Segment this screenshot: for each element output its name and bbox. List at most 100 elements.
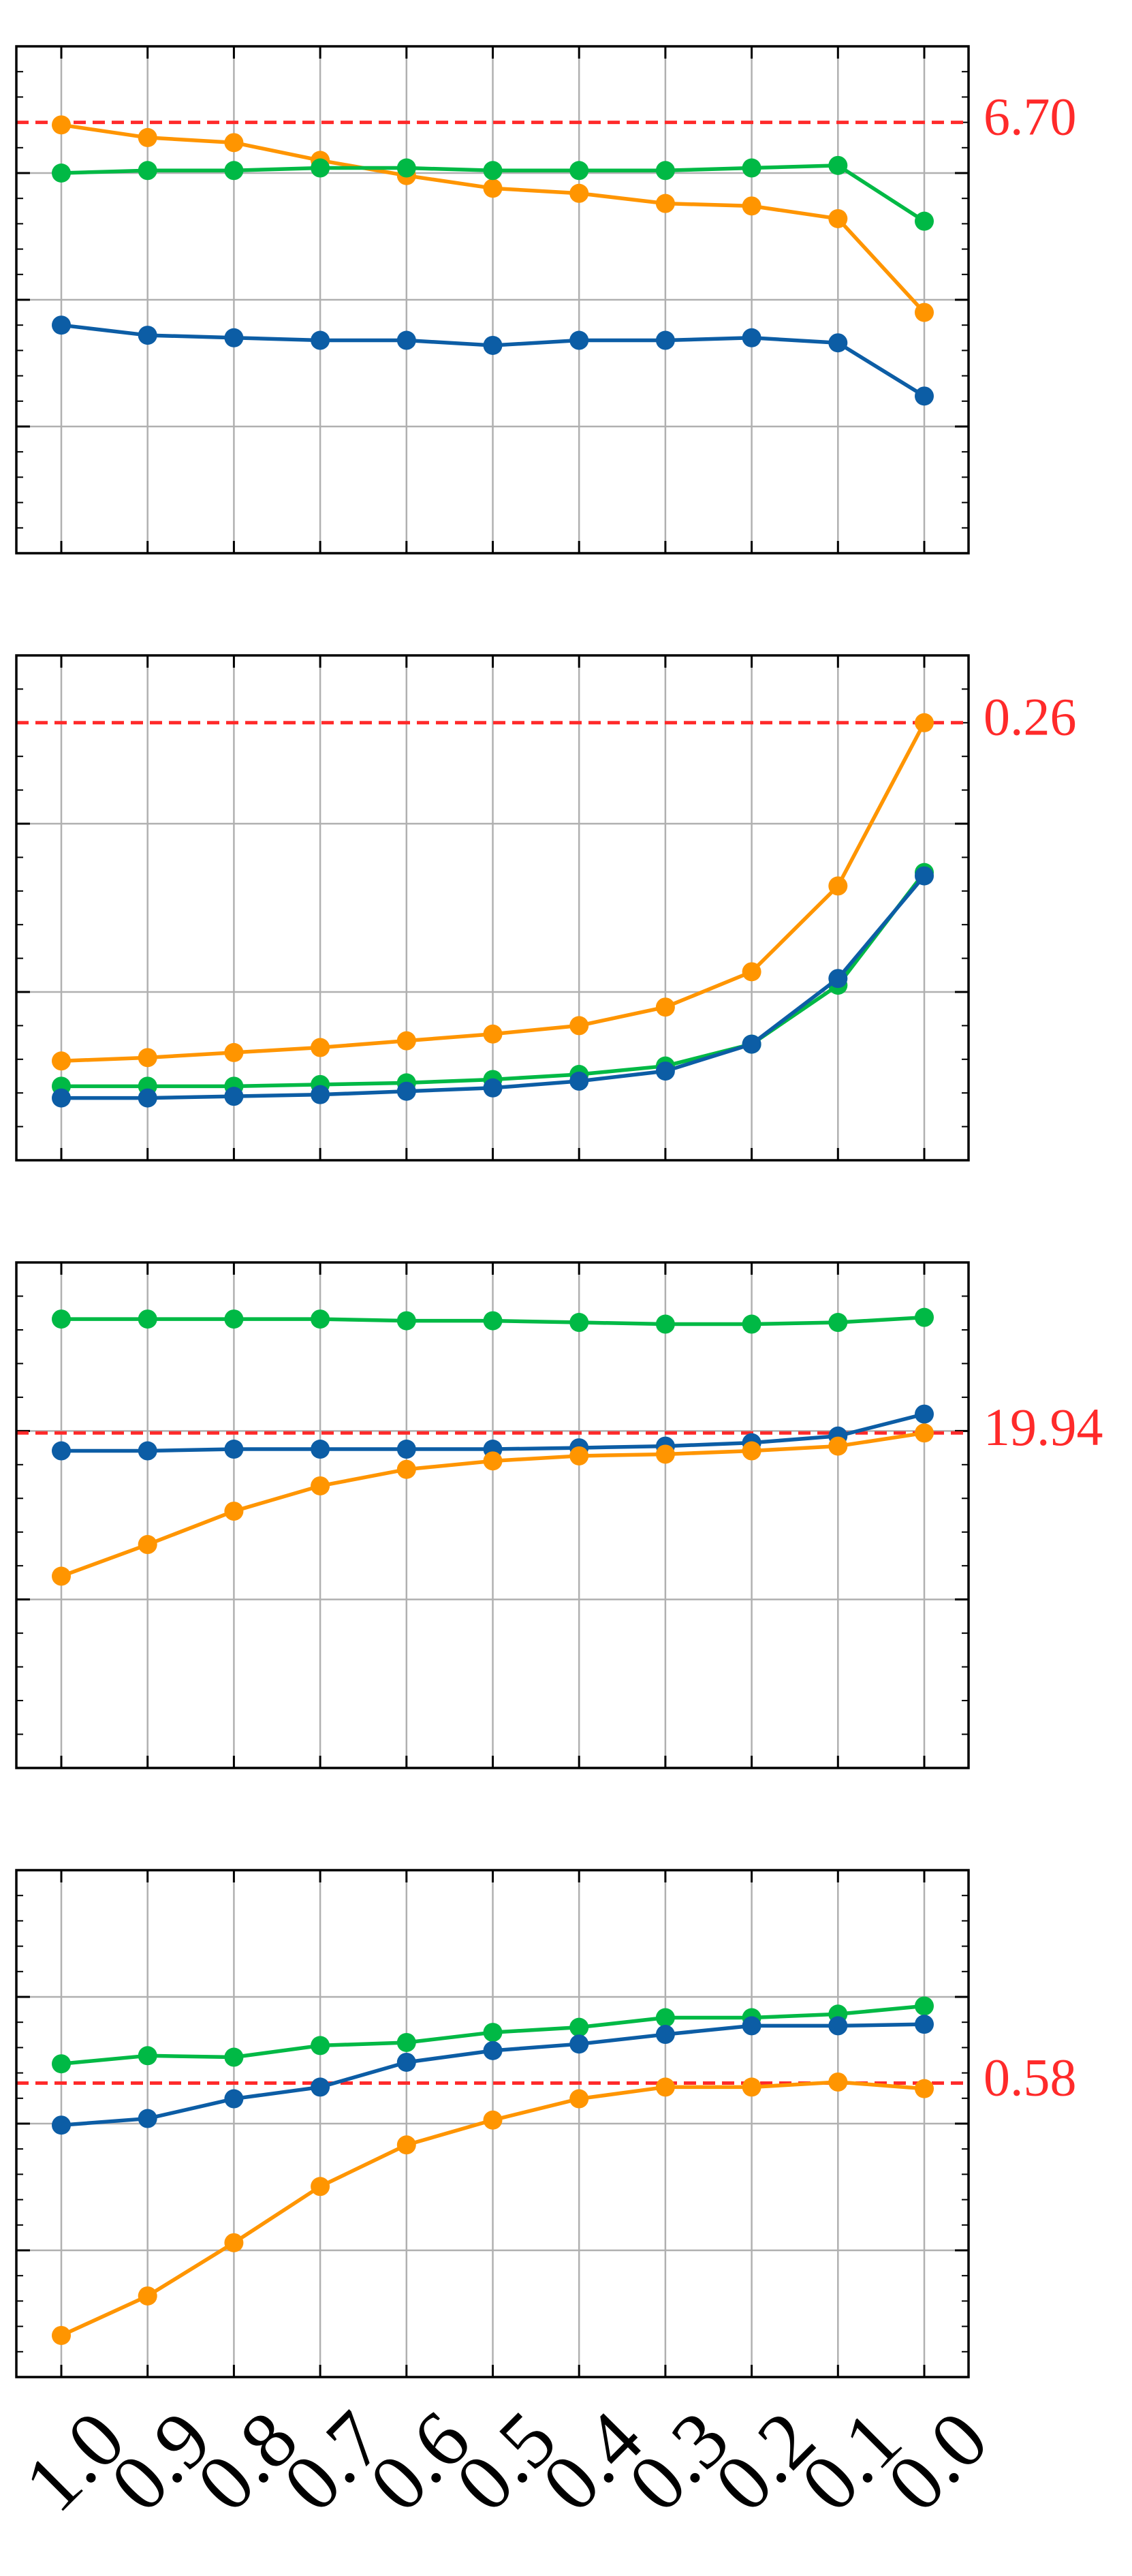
series-marker — [311, 330, 330, 350]
reference-label: 0.26 — [984, 687, 1077, 747]
subplot: 6.70 — [15, 45, 1077, 555]
series-marker — [655, 330, 675, 350]
series-marker — [915, 1404, 934, 1424]
series-marker — [569, 2034, 589, 2054]
series-marker — [742, 196, 761, 216]
series-marker — [655, 2025, 675, 2045]
series-marker — [569, 161, 589, 181]
series-marker — [915, 211, 934, 231]
series-marker — [396, 1311, 416, 1331]
series-marker — [742, 2077, 761, 2097]
series-marker — [138, 326, 157, 345]
series-marker — [52, 1566, 71, 1586]
series-marker — [311, 2077, 330, 2097]
series-marker — [224, 1309, 244, 1329]
reference-label: 19.94 — [984, 1397, 1103, 1457]
series-marker — [655, 997, 675, 1017]
series-marker — [483, 1024, 503, 1044]
series-marker — [311, 2036, 330, 2055]
series-marker — [396, 2032, 416, 2052]
series-marker — [52, 1051, 71, 1071]
axes-frame — [15, 45, 970, 555]
series-marker — [742, 962, 761, 982]
series-marker — [138, 161, 157, 181]
series-marker — [311, 1476, 330, 1495]
series-marker — [52, 2325, 71, 2345]
series-marker — [828, 208, 848, 228]
series-marker — [915, 1996, 934, 2016]
series-marker — [52, 1441, 71, 1461]
series-marker — [52, 164, 71, 183]
axes-frame — [15, 1261, 970, 1769]
series-marker — [52, 2054, 71, 2074]
series-marker — [655, 2077, 675, 2097]
series-marker — [915, 1307, 934, 1327]
subplot: 0.26 — [15, 654, 1077, 1162]
axes-frame — [15, 654, 970, 1162]
series-marker — [396, 330, 416, 350]
series-marker — [569, 1016, 589, 1036]
series-marker — [569, 2089, 589, 2109]
series-marker — [828, 2016, 848, 2036]
series-marker — [483, 1311, 503, 1331]
series-marker — [138, 1309, 157, 1329]
series-marker — [138, 1441, 157, 1461]
series-marker — [655, 193, 675, 213]
series-marker — [138, 1535, 157, 1555]
series-marker — [483, 161, 503, 181]
series-marker — [311, 1038, 330, 1057]
series-marker — [742, 1441, 761, 1461]
series-marker — [483, 179, 503, 198]
series-marker — [915, 302, 934, 322]
series-marker — [311, 1309, 330, 1329]
series-marker — [742, 2016, 761, 2036]
series-marker — [311, 2177, 330, 2197]
series-marker — [483, 335, 503, 355]
series-marker — [828, 1436, 848, 1456]
series-marker — [138, 1048, 157, 1068]
series-marker — [569, 1446, 589, 1465]
series-marker — [224, 133, 244, 153]
series-marker — [569, 183, 589, 203]
series-marker — [828, 876, 848, 896]
series-marker — [915, 1423, 934, 1443]
reference-label: 6.70 — [984, 87, 1077, 146]
series-marker — [138, 2109, 157, 2128]
series-marker — [396, 1459, 416, 1479]
series-marker — [396, 1031, 416, 1051]
series-marker — [742, 328, 761, 347]
series-marker — [828, 155, 848, 175]
subplot: 0.581.00.90.80.70.60.50.40.30.20.10.0 — [7, 1869, 1077, 2528]
series-marker — [742, 158, 761, 178]
series-marker — [52, 2115, 71, 2135]
series-marker — [396, 1440, 416, 1459]
series-marker — [396, 2052, 416, 2072]
series-marker — [138, 2046, 157, 2066]
series-marker — [52, 1088, 71, 1108]
series-marker — [569, 1071, 589, 1091]
series-marker — [655, 1061, 675, 1081]
series-marker — [224, 2089, 244, 2109]
series-marker — [915, 2015, 934, 2034]
series-marker — [396, 1081, 416, 1101]
reference-label: 0.58 — [984, 2047, 1077, 2107]
series-marker — [52, 1309, 71, 1329]
series-marker — [915, 713, 934, 732]
series-marker — [224, 1087, 244, 1106]
series-marker — [396, 158, 416, 178]
series-marker — [483, 1078, 503, 1098]
series-marker — [655, 1444, 675, 1464]
series-marker — [483, 2023, 503, 2043]
series-marker — [52, 115, 71, 135]
series-marker — [224, 1440, 244, 1459]
series-marker — [915, 866, 934, 886]
series-marker — [483, 2040, 503, 2060]
series-marker — [569, 330, 589, 350]
series-marker — [224, 328, 244, 347]
series-marker — [828, 2072, 848, 2092]
series-marker — [138, 2286, 157, 2306]
series-marker — [311, 1440, 330, 1459]
series-marker — [655, 161, 675, 181]
series-marker — [655, 1314, 675, 1334]
